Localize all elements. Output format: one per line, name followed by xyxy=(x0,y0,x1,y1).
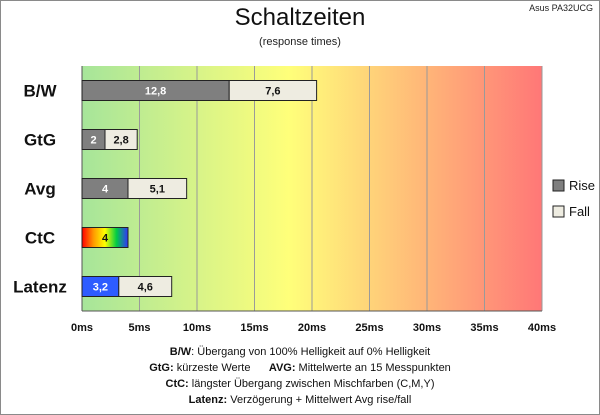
x-tick-label: 5ms xyxy=(128,322,150,334)
x-tick-label: 35ms xyxy=(470,322,498,334)
category-label: GtG xyxy=(24,131,56,150)
category-label: CtC xyxy=(25,229,55,248)
category-label: Latenz xyxy=(13,278,67,297)
chart-notes: B/W: Übergang von 100% Helligkeit auf 0%… xyxy=(0,344,600,408)
data-label-rise: 3,2 xyxy=(93,282,108,294)
chart-title: Schaltzeiten xyxy=(234,4,366,31)
bar-ctc xyxy=(81,227,129,248)
data-label-rise: 2 xyxy=(90,135,96,147)
bar-fall xyxy=(104,129,138,150)
legend-label: Fall xyxy=(569,204,590,219)
note-bw: B/W: Übergang von 100% Helligkeit auf 0%… xyxy=(169,346,431,358)
x-tick-label: 30ms xyxy=(413,322,441,334)
legend-swatch xyxy=(552,205,565,218)
x-tick-label: 40ms xyxy=(528,322,556,334)
note-gtg-avg: GtG: kürzeste Werte AVG: Mittelwerte an … xyxy=(149,362,451,374)
chart-subtitle: (response times) xyxy=(259,36,341,48)
note-latenz: Latenz: Verzögerung + Mittelwert Avg ris… xyxy=(188,394,412,406)
category-label: Avg xyxy=(24,180,56,199)
note-ctc: CtC: längster Übergang zwischen Mischfar… xyxy=(165,378,435,390)
x-tick-label: 15ms xyxy=(240,322,268,334)
data-label-fall: 5,1 xyxy=(150,184,165,196)
category-label: B/W xyxy=(23,82,57,101)
data-label-fall: 2,8 xyxy=(113,135,128,147)
data-label-ctc: 4 xyxy=(102,233,109,245)
monitor-model-label: Asus PA32UCG xyxy=(529,3,593,13)
x-tick-label: 20ms xyxy=(298,322,326,334)
data-label-rise: 12,8 xyxy=(145,86,166,98)
legend-swatch xyxy=(552,179,565,192)
bar-fall xyxy=(118,276,173,297)
data-label-fall: 7,6 xyxy=(265,86,280,98)
x-tick-label: 0ms xyxy=(71,322,93,334)
data-label-rise: 4 xyxy=(102,184,109,196)
legend-label: Rise xyxy=(569,178,595,193)
data-label-fall: 4,6 xyxy=(138,282,153,294)
bar-fall xyxy=(127,178,188,199)
bar-fall xyxy=(228,80,318,101)
x-tick-label: 10ms xyxy=(183,322,211,334)
x-tick-label: 25ms xyxy=(355,322,383,334)
